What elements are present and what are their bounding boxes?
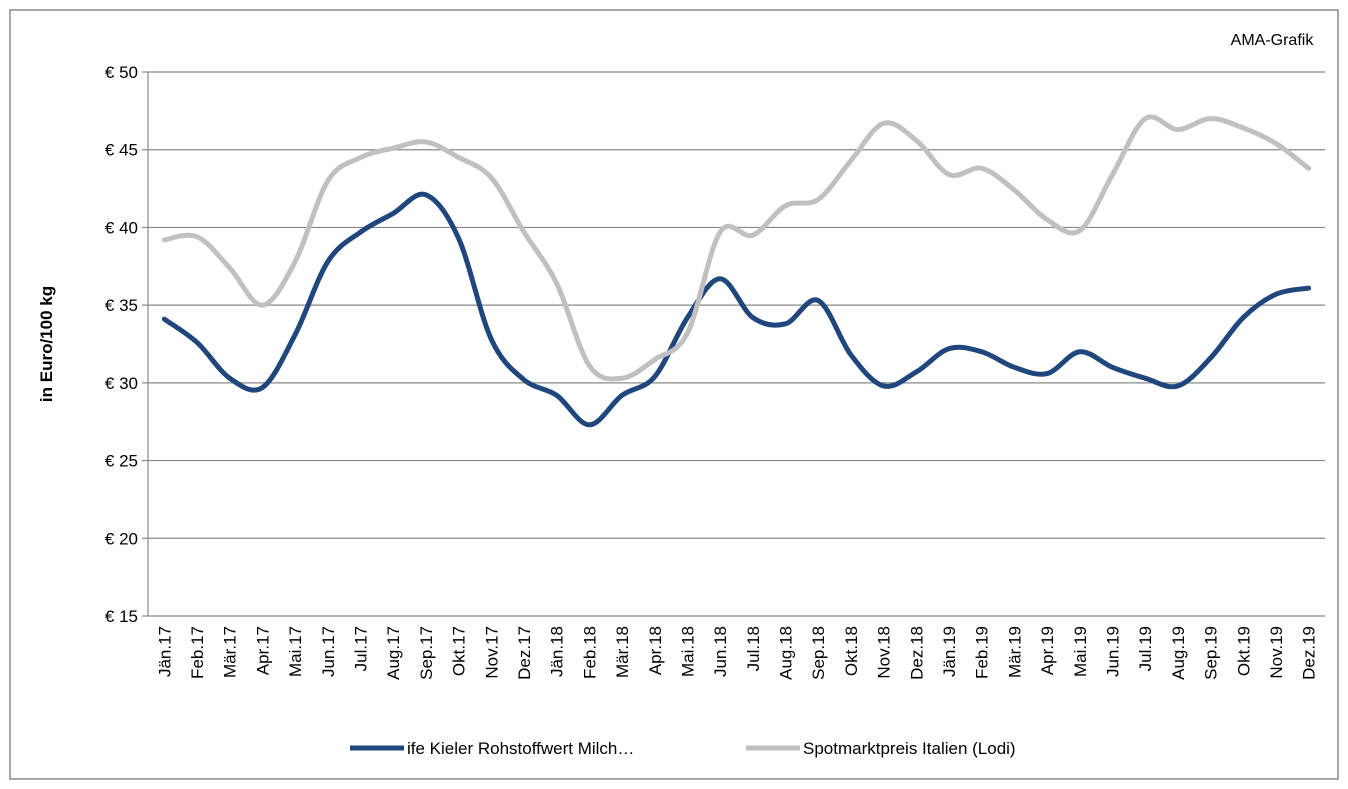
y-axis-label: in Euro/100 kg — [37, 286, 56, 402]
x-tick-label: Jän.17 — [155, 626, 174, 677]
y-tick-label: € 50 — [105, 63, 138, 82]
y-tick-label: € 45 — [105, 141, 138, 160]
series-line — [161, 191, 1312, 428]
x-tick-label: Aug.17 — [384, 626, 403, 680]
x-tick-label: Jun.19 — [1103, 626, 1122, 677]
x-tick-label: Jän.19 — [940, 626, 959, 677]
x-tick-label: Apr.19 — [1038, 626, 1057, 675]
x-tick-label: Mai.17 — [286, 626, 305, 677]
x-tick-label: Nov.17 — [482, 626, 501, 679]
x-tick-label: Mai.18 — [678, 626, 697, 677]
x-tick-label: Dez.19 — [1300, 626, 1319, 680]
x-tick-label: Feb.17 — [188, 626, 207, 679]
x-tick-label: Apr.17 — [253, 626, 272, 675]
y-tick-label: € 30 — [105, 374, 138, 393]
x-tick-label: Jul.18 — [744, 626, 763, 671]
x-tick-label: Mär.17 — [221, 626, 240, 678]
x-tick-label: Sep.18 — [809, 626, 828, 680]
y-tick-label: € 40 — [105, 218, 138, 237]
y-tick-label: € 25 — [105, 452, 138, 471]
x-tick-label: Mär.18 — [613, 626, 632, 678]
x-tick-label: Aug.19 — [1169, 626, 1188, 680]
x-tick-label: Okt.18 — [842, 626, 861, 676]
y-tick-label: € 15 — [105, 607, 138, 626]
annotation: AMA-Grafik — [1231, 32, 1315, 49]
x-tick-label: Feb.19 — [973, 626, 992, 679]
x-tick-label: Jul.19 — [1136, 626, 1155, 671]
x-tick-label: Mär.19 — [1005, 626, 1024, 678]
x-tick-label: Okt.17 — [450, 626, 469, 676]
x-tick-label: Jun.18 — [711, 626, 730, 677]
x-tick-label: Nov.18 — [875, 626, 894, 679]
x-tick-label: Nov.19 — [1267, 626, 1286, 679]
y-tick-label: € 20 — [105, 529, 138, 548]
x-tick-label: Jun.17 — [319, 626, 338, 677]
x-tick-label: Okt.19 — [1234, 626, 1253, 676]
x-tick-label: Aug.18 — [777, 626, 796, 680]
x-tick-label: Dez.18 — [907, 626, 926, 680]
x-tick-label: Feb.18 — [580, 626, 599, 679]
x-tick-label: Jän.18 — [548, 626, 567, 677]
x-tick-label: Sep.17 — [417, 626, 436, 680]
frame — [9, 9, 1339, 780]
x-tick-label: Sep.19 — [1202, 626, 1221, 680]
x-tick-label: Mai.19 — [1071, 626, 1090, 677]
x-tick-label: Dez.17 — [515, 626, 534, 680]
series-line — [161, 114, 1312, 382]
x-tick-label: Apr.18 — [646, 626, 665, 675]
legend-label: ife Kieler Rohstoffwert Milch… — [407, 739, 634, 758]
y-tick-label: € 35 — [105, 296, 138, 315]
x-tick-label: Jul.17 — [352, 626, 371, 671]
legend-label: Spotmarktpreis Italien (Lodi) — [803, 739, 1016, 758]
